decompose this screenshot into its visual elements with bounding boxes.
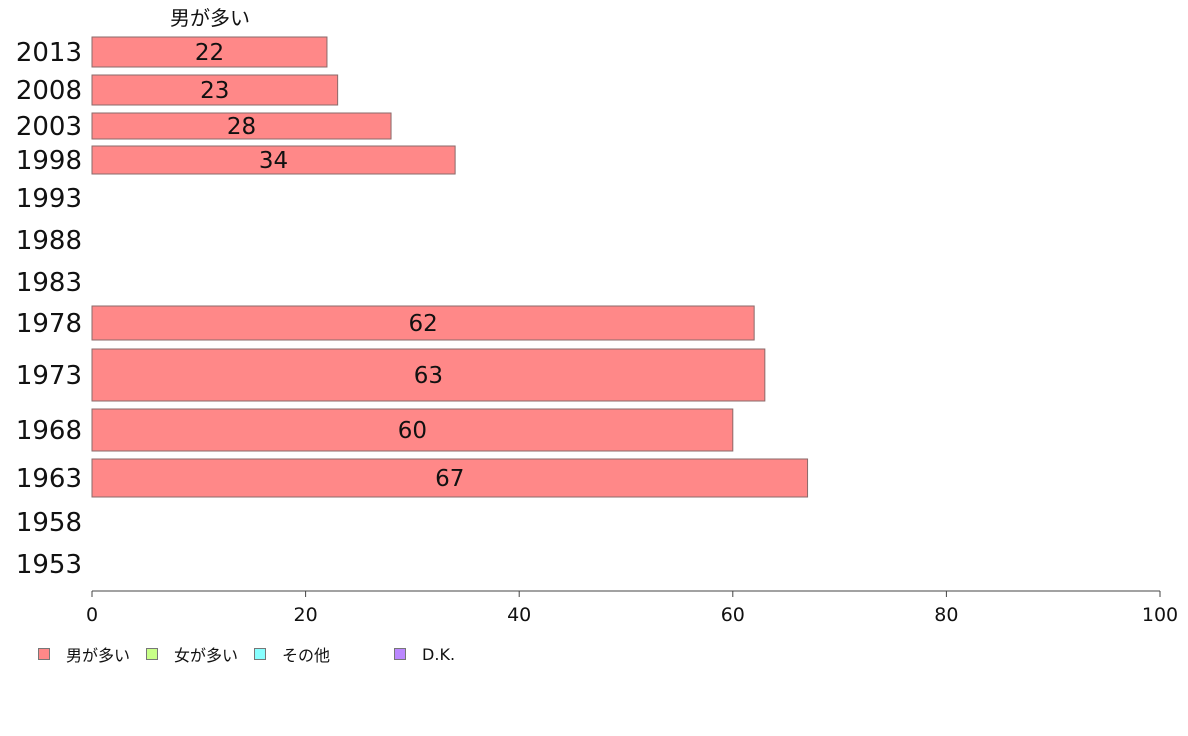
category-label: 1998 bbox=[16, 146, 82, 176]
category-label: 1973 bbox=[16, 361, 82, 391]
x-tick-label: 40 bbox=[507, 604, 531, 626]
bar bbox=[91, 145, 456, 175]
legend-item-male: 男が多い bbox=[38, 642, 130, 666]
category-label: 1978 bbox=[16, 309, 82, 339]
bar bbox=[91, 74, 339, 106]
legend-swatch-male bbox=[38, 648, 50, 660]
x-tick-label: 60 bbox=[721, 604, 745, 626]
bar-value-label: 63 bbox=[414, 363, 443, 389]
legend-swatch-female bbox=[146, 648, 159, 660]
legend-swatch-other bbox=[254, 648, 267, 660]
bar-value-label: 60 bbox=[398, 418, 427, 444]
category-label: 1988 bbox=[16, 226, 82, 256]
category-label: 1953 bbox=[16, 550, 82, 580]
category-label: 1963 bbox=[16, 464, 82, 494]
legend-label-male: 男が多い bbox=[66, 646, 131, 665]
x-tick-label: 80 bbox=[934, 604, 958, 626]
legend-item-female: 女が多い bbox=[146, 642, 238, 666]
legend-label-dk: D.K. bbox=[422, 644, 456, 664]
legend-item-other: その他 bbox=[254, 642, 330, 666]
category-label: 1993 bbox=[16, 184, 82, 214]
bar bbox=[91, 112, 392, 140]
bar-value-label: 67 bbox=[435, 466, 464, 492]
bar-value-label: 22 bbox=[195, 40, 224, 66]
x-tick-label: 100 bbox=[1142, 604, 1178, 626]
bar-value-label: 28 bbox=[227, 114, 256, 140]
category-label: 1958 bbox=[16, 508, 82, 538]
legend: 男が多い 女が多い その他 D.K. bbox=[38, 642, 471, 666]
series-title: 男が多い bbox=[170, 6, 250, 30]
x-tick-label: 20 bbox=[294, 604, 318, 626]
bar bbox=[91, 458, 809, 498]
legend-label-other: その他 bbox=[282, 646, 331, 665]
bar-value-label: 23 bbox=[200, 78, 229, 104]
category-label: 1983 bbox=[16, 268, 82, 298]
x-tick-label: 0 bbox=[86, 604, 98, 626]
category-label: 2013 bbox=[16, 38, 82, 68]
legend-label-female: 女が多い bbox=[174, 646, 239, 665]
bar-value-label: 34 bbox=[259, 148, 288, 174]
category-label: 2008 bbox=[16, 76, 82, 106]
x-axis: 0 20 40 60 80 100 bbox=[86, 590, 1178, 626]
bar bbox=[91, 305, 755, 341]
legend-swatch-dk bbox=[394, 648, 407, 660]
category-label: 1968 bbox=[16, 416, 82, 446]
bar-value-label: 62 bbox=[408, 311, 437, 337]
category-label: 2003 bbox=[16, 112, 82, 142]
bar bbox=[91, 36, 328, 68]
legend-item-dk: D.K. bbox=[394, 645, 455, 664]
bar bbox=[91, 348, 766, 402]
bar bbox=[91, 408, 734, 452]
